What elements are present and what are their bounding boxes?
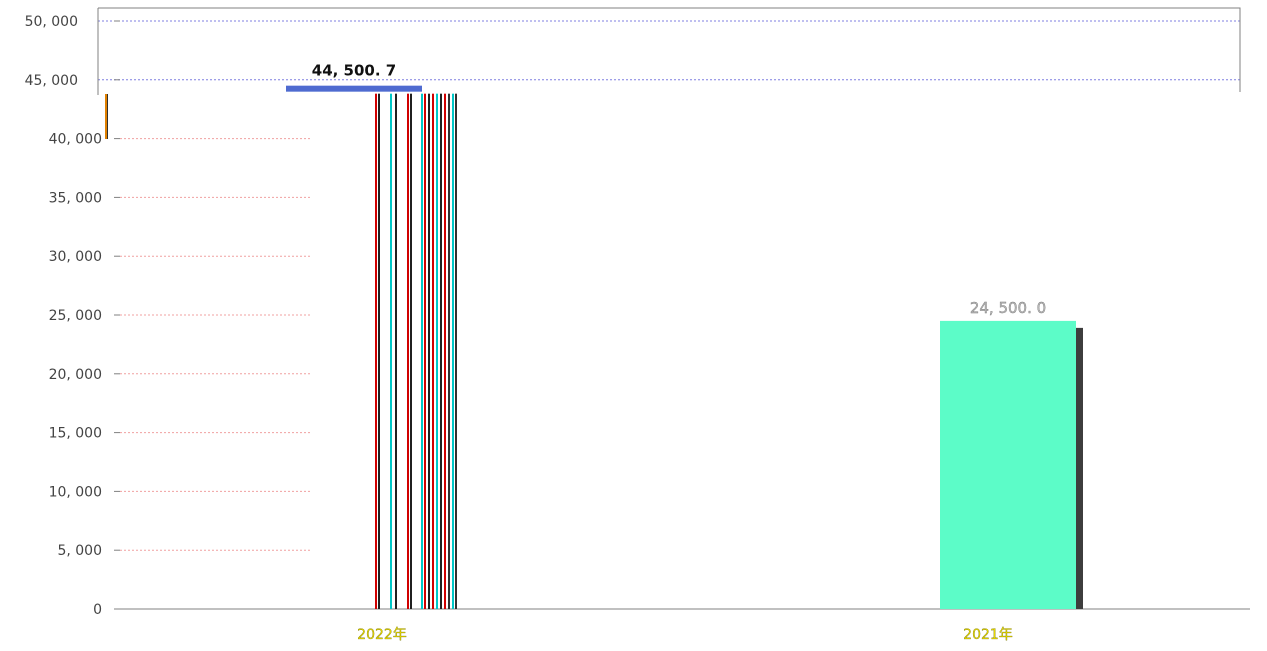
bar-stripe	[421, 93, 423, 610]
y-tick-label: 30, 000	[49, 249, 102, 265]
bars	[105, 85, 1083, 610]
bar-highlight	[286, 85, 422, 92]
bar-stripe	[452, 93, 454, 610]
y-tick-label: 20, 000	[49, 367, 102, 383]
y-tick-label: 0	[93, 602, 102, 618]
bar-stripe	[428, 93, 430, 610]
data-label-2022: 44, 500. 7	[312, 62, 396, 80]
x-tick-label: 2021年	[963, 627, 1013, 643]
x-tick-labels: 2022年 2021年	[357, 627, 1013, 643]
render-artifact	[107, 94, 108, 139]
bar-stripe	[378, 93, 380, 610]
bar-2021-shadow	[1076, 327, 1083, 609]
bar-stripe	[410, 93, 412, 610]
bar-stripe	[448, 93, 450, 610]
render-artifact	[105, 94, 107, 139]
bar-stripe	[390, 93, 392, 610]
y-tick-label: 25, 000	[49, 308, 102, 324]
y-tick-label: 40, 000	[49, 132, 102, 148]
gridlines	[98, 20, 1240, 610]
y-tick-label: 5, 000	[57, 543, 102, 559]
bar-stripe	[455, 93, 457, 610]
y-tick-label: 15, 000	[49, 426, 102, 442]
bar-2021	[940, 320, 1076, 609]
plot-frame-top	[98, 7, 1241, 92]
bar-stripe	[395, 93, 397, 610]
bar-stripe	[375, 93, 377, 610]
data-label-2021: 24, 500. 0	[970, 299, 1046, 317]
y-tick-label: 35, 000	[49, 190, 102, 206]
bar-stripe	[407, 93, 409, 610]
bar-stripe	[440, 93, 442, 610]
y-tick-label: 10, 000	[49, 484, 102, 500]
bar-stripe	[432, 93, 434, 610]
x-tick-label: 2022年	[357, 627, 407, 643]
bar-2022	[105, 85, 457, 610]
bar-stripe	[436, 93, 438, 610]
y-tick-labels: 0 5, 000 10, 000 15, 000 20, 000 25, 000 30, 0…	[25, 14, 102, 618]
bar-stripe	[424, 93, 426, 610]
data-labels: 44, 500. 7 24, 500. 0	[312, 62, 1047, 317]
y-tick-label: 45, 000	[25, 73, 78, 89]
y-tick-label: 50, 000	[25, 14, 78, 30]
bar-stripe	[444, 93, 446, 610]
